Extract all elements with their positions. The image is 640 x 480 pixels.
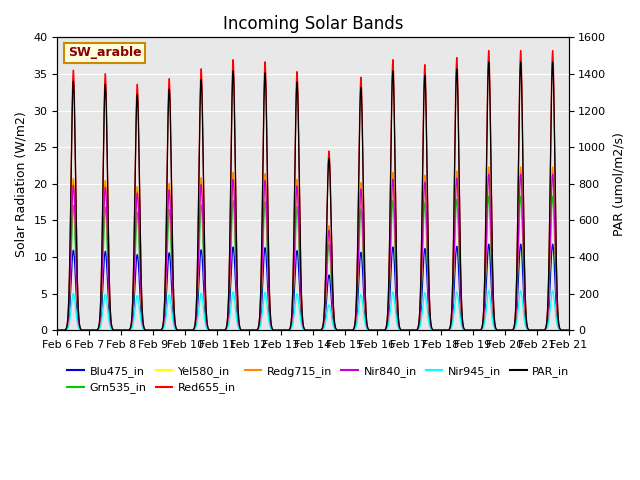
Grn535_in — [79, 327, 87, 333]
Grn535_in — [485, 193, 493, 199]
Line: Nir840_in: Nir840_in — [58, 174, 568, 330]
Redg715_in — [378, 327, 386, 333]
Blu475_in — [309, 327, 317, 333]
Blu475_in — [564, 327, 572, 333]
Redg715_in — [309, 327, 317, 333]
Yel580_in — [54, 327, 61, 333]
Blu475_in — [485, 241, 493, 247]
Blu475_in — [433, 327, 440, 333]
Nir840_in — [485, 171, 493, 177]
Nir840_in — [356, 200, 364, 205]
Grn535_in — [239, 327, 246, 333]
Nir945_in — [356, 295, 364, 301]
Blu475_in — [460, 326, 468, 332]
PAR_in — [564, 327, 572, 333]
Grn535_in — [356, 217, 364, 223]
Yel580_in — [356, 193, 364, 199]
Y-axis label: PAR (umol/m2/s): PAR (umol/m2/s) — [612, 132, 625, 236]
Title: Incoming Solar Bands: Incoming Solar Bands — [223, 15, 403, 33]
Nir840_in — [460, 326, 468, 332]
Redg715_in — [485, 164, 493, 170]
Nir945_in — [564, 327, 572, 333]
Blu475_in — [79, 327, 87, 333]
Grn535_in — [460, 326, 468, 332]
Grn535_in — [54, 327, 61, 333]
Red655_in — [485, 48, 493, 53]
Line: Grn535_in: Grn535_in — [58, 196, 568, 330]
Redg715_in — [460, 326, 468, 332]
Nir840_in — [564, 327, 572, 333]
Blu475_in — [378, 327, 386, 333]
Yel580_in — [378, 327, 386, 333]
Blu475_in — [239, 327, 246, 333]
Nir945_in — [239, 327, 246, 333]
Red655_in — [239, 327, 246, 333]
Line: Blu475_in: Blu475_in — [58, 244, 568, 330]
Red655_in — [79, 327, 87, 333]
Redg715_in — [239, 327, 246, 333]
Yel580_in — [485, 164, 493, 170]
Nir840_in — [54, 327, 61, 333]
Red655_in — [378, 327, 386, 333]
Nir945_in — [485, 288, 493, 294]
Nir945_in — [79, 327, 87, 333]
Line: Red655_in: Red655_in — [58, 50, 568, 330]
PAR_in — [356, 108, 364, 113]
Yel580_in — [433, 327, 440, 333]
Line: Nir945_in: Nir945_in — [58, 291, 568, 330]
Red655_in — [564, 327, 572, 333]
Red655_in — [356, 98, 364, 104]
PAR_in — [433, 327, 440, 333]
Text: SW_arable: SW_arable — [68, 47, 141, 60]
Red655_in — [309, 327, 317, 333]
Blu475_in — [54, 327, 61, 333]
Yel580_in — [309, 327, 317, 333]
Redg715_in — [79, 327, 87, 333]
Grn535_in — [564, 327, 572, 333]
Grn535_in — [378, 327, 386, 333]
Grn535_in — [433, 327, 440, 333]
Blu475_in — [356, 257, 364, 263]
PAR_in — [54, 327, 61, 333]
Grn535_in — [309, 327, 317, 333]
Redg715_in — [564, 327, 572, 333]
PAR_in — [79, 327, 87, 333]
PAR_in — [378, 327, 386, 333]
Nir945_in — [460, 327, 468, 333]
Redg715_in — [356, 193, 364, 199]
Yel580_in — [79, 327, 87, 333]
Nir945_in — [309, 327, 317, 333]
PAR_in — [309, 327, 317, 333]
Nir945_in — [54, 327, 61, 333]
Line: Yel580_in: Yel580_in — [58, 167, 568, 330]
Nir840_in — [239, 327, 246, 333]
Line: PAR_in: PAR_in — [58, 62, 568, 330]
PAR_in — [485, 59, 493, 65]
Yel580_in — [564, 327, 572, 333]
Nir840_in — [79, 327, 87, 333]
Nir840_in — [378, 327, 386, 333]
Nir840_in — [309, 327, 317, 333]
Y-axis label: Solar Radiation (W/m2): Solar Radiation (W/m2) — [15, 111, 28, 257]
Nir945_in — [378, 327, 386, 333]
Red655_in — [460, 325, 468, 331]
Line: Redg715_in: Redg715_in — [58, 167, 568, 330]
Red655_in — [54, 327, 61, 333]
Yel580_in — [460, 326, 468, 332]
Red655_in — [433, 327, 440, 333]
Redg715_in — [54, 327, 61, 333]
Yel580_in — [239, 327, 246, 333]
Nir840_in — [433, 327, 440, 333]
PAR_in — [239, 327, 246, 333]
PAR_in — [460, 325, 468, 331]
Redg715_in — [433, 327, 440, 333]
Nir945_in — [433, 327, 440, 333]
Legend: Blu475_in, Grn535_in, Yel580_in, Red655_in, Redg715_in, Nir840_in, Nir945_in, PA: Blu475_in, Grn535_in, Yel580_in, Red655_… — [63, 361, 574, 398]
